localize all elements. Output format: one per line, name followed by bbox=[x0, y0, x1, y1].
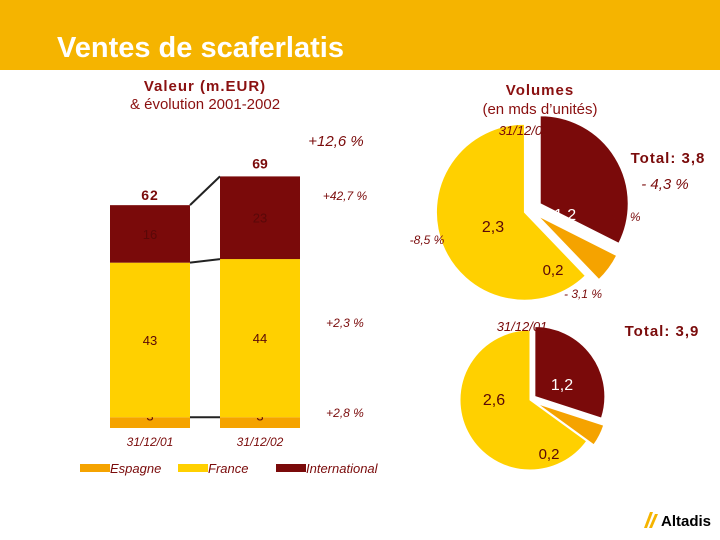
pie2001-slice-international bbox=[534, 325, 606, 419]
pie2001-label-international: 1,2 bbox=[551, 377, 573, 394]
pie2002-change-international: + 4,6 % bbox=[599, 210, 640, 224]
legend-swatch-espagne bbox=[80, 464, 110, 472]
pie2002-total-label: Total: 3,8 bbox=[631, 150, 706, 167]
pie2002-slice-international bbox=[539, 115, 629, 244]
legend-swatch-france bbox=[178, 464, 208, 472]
bar-label-international-1: 16 bbox=[143, 227, 157, 242]
legend-swatch-international bbox=[276, 464, 306, 472]
bar-international-2 bbox=[220, 176, 300, 260]
value-chart-subtitle: Valeur (m.EUR) bbox=[143, 78, 267, 95]
connector-line bbox=[189, 258, 221, 264]
pie2001-slice-espagne bbox=[536, 403, 605, 446]
pie2002-slice-espagne bbox=[537, 215, 618, 281]
x-tick-label: 31/12/01 bbox=[127, 435, 174, 449]
volume-chart-subtitle: Volumes bbox=[505, 82, 575, 99]
pie2002-change-espagne: - 3,1 % bbox=[564, 287, 602, 301]
logo-mark-icon bbox=[644, 512, 658, 528]
pie2002-change-france: -8,5 % bbox=[410, 233, 445, 247]
x-tick-label: 31/12/02 bbox=[237, 435, 284, 449]
legend-label-international: International bbox=[306, 461, 379, 476]
bar-label-france-2: 44 bbox=[253, 331, 267, 346]
slide-title: Ventes de scaferlatis bbox=[57, 32, 344, 64]
bar-label-france-1: 43 bbox=[143, 333, 157, 348]
pie2002-label-france: 2,3 bbox=[482, 219, 504, 236]
change-label-france: +2,3 % bbox=[326, 316, 364, 330]
bar-espagne-1 bbox=[110, 417, 190, 428]
legend-label-france: France bbox=[208, 461, 248, 476]
total-change-label: +12,6 % bbox=[308, 133, 363, 150]
volume-chart-subtitle-2: (en mds d’unités) bbox=[482, 101, 598, 118]
bar-total-label: 62 bbox=[141, 187, 159, 203]
connector-line bbox=[189, 175, 221, 206]
pie2001-total-label: Total: 3,9 bbox=[625, 323, 700, 340]
pie2001-slice-france bbox=[459, 329, 588, 471]
value-chart-subtitle-2: & évolution 2001-2002 bbox=[129, 96, 281, 113]
altadis-logo: Altadis bbox=[640, 508, 720, 532]
bar-france-1 bbox=[110, 262, 190, 418]
pie2002-label-international: 1,2 bbox=[554, 207, 576, 224]
pie2002-total-change: - 4,3 % bbox=[641, 176, 689, 193]
pie2002-slice-france bbox=[435, 123, 587, 301]
bar-france-2 bbox=[220, 259, 300, 418]
pie2001-label-espagne: 0,2 bbox=[539, 446, 560, 463]
bar-label-international-2: 23 bbox=[253, 211, 267, 226]
change-label-international: +42,7 % bbox=[323, 189, 368, 203]
bar-espagne-2 bbox=[220, 417, 300, 428]
pie2001-label-france: 2,6 bbox=[483, 392, 505, 409]
pie2002-date-label: 31/12/02 bbox=[499, 123, 550, 138]
pie2001-date-label: 31/12/01 bbox=[497, 319, 548, 334]
bar-total-label: 69 bbox=[252, 155, 268, 171]
pie2002-label-espagne: 0,2 bbox=[543, 262, 564, 279]
title-bar bbox=[0, 0, 720, 70]
legend-label-espagne: Espagne bbox=[110, 461, 161, 476]
logo-text: Altadis bbox=[661, 513, 711, 530]
bar-international-1 bbox=[110, 205, 190, 263]
change-label-espagne: +2,8 % bbox=[326, 406, 364, 420]
